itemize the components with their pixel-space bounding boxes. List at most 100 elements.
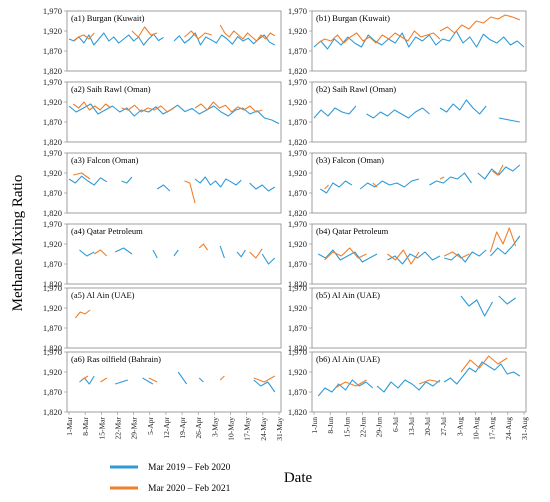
y-tick-label: 1,970 (43, 347, 62, 357)
panel-11: 1,970 1,920 1,870 1,820 (b6) Al Ain (UAE) (288, 347, 527, 417)
x-tick-label: 22-Jun (359, 417, 368, 438)
series-2020-segment-3 (219, 375, 225, 381)
series-2020-segment-0 (81, 375, 89, 381)
y-tick-label: 1,870 (43, 387, 62, 397)
x-tick-label: 31-May (275, 417, 284, 441)
series-2019-segment-3 (498, 117, 520, 123)
y-tick-label: 1,970 (43, 6, 62, 16)
panel-title: (b5) Al Ain (UAE) (316, 290, 380, 300)
x-tick-label: 17-May (243, 417, 252, 441)
series-2019-segment-5 (236, 249, 246, 258)
x-tick-label: 26-Apr (194, 417, 203, 439)
series-2020-segment-1 (387, 249, 420, 265)
series-2019-segment-0 (317, 249, 378, 263)
series-2019-segment-2 (152, 249, 158, 259)
y-tick-label: 1,970 (43, 148, 62, 158)
series-2020-segment-3 (489, 227, 517, 253)
panel-title: (b1) Burgan (Kuwait) (316, 13, 390, 23)
y-tick-label: 1,870 (288, 259, 307, 269)
y-axis-label: Methane Mixing Ratio (10, 175, 26, 312)
y-tick-label: 1,920 (43, 168, 62, 178)
series-2020-segment-1 (131, 26, 158, 38)
series-2020-segment-3 (219, 24, 276, 42)
series-2019-segment-0 (68, 32, 164, 46)
y-tick-label: 1,920 (43, 97, 62, 107)
y-tick-label: 1,870 (43, 46, 62, 56)
panel-9: 1,970 1,920 1,870 1,820 (b4) Qatar Petroleum (288, 219, 527, 289)
series-2019-segment-1 (376, 379, 441, 393)
x-tick-label: 3-May (210, 417, 219, 437)
series-2020-segment-0 (72, 32, 95, 42)
series-2019-segment-2 (156, 184, 171, 192)
panel-frame (66, 287, 282, 349)
series-2019-segment-3 (477, 164, 521, 180)
legend: Mar 2019 – Feb 2020 Mar 2020 – Feb 2021 (110, 463, 231, 494)
y-tick-label: 1,920 (43, 26, 62, 36)
series-2020-segment-1 (198, 243, 209, 251)
series-2020-segment-0 (93, 249, 108, 257)
panel-10: 1,970 1,920 1,870 1,820 (b5) Al Ain (UAE) (288, 283, 527, 353)
panel-7: 1,970 1,920 1,870 1,820 (b2) Saih Rawl (Oman… (288, 77, 527, 147)
y-tick-label: 1,970 (288, 283, 307, 293)
series-2020-segment-2 (184, 30, 212, 40)
x-tick-label: 5-Apr (146, 417, 155, 435)
series-2019-segment-0 (320, 180, 353, 194)
x-ticks-group: 1-Mar 8-Mar 15-Mar 22-Mar 29-Mar 5-Apr 12-Apr 1… (65, 412, 529, 441)
y-tick-label: 1,820 (288, 137, 307, 147)
series-2019-segment-5 (253, 379, 276, 393)
y-tick-label: 1,920 (288, 239, 307, 249)
panel-frame (66, 351, 282, 413)
series-2020-segment-3 (492, 164, 504, 176)
y-tick-label: 1,820 (288, 343, 307, 353)
x-tick-label: 31-Aug (520, 417, 529, 440)
x-tick-label: 13-Jul (407, 417, 416, 436)
y-tick-label: 1,870 (288, 387, 307, 397)
y-tick-label: 1,820 (43, 279, 62, 289)
series-2019-segment-4 (198, 377, 204, 383)
y-tick-label: 1,970 (43, 77, 62, 87)
panel-title: (a2) Saih Rawl (Oman) (71, 84, 151, 94)
y-tick-label: 1,970 (288, 148, 307, 158)
x-tick-label: 8-Mar (81, 417, 90, 436)
series-2019-segment-2 (429, 172, 472, 186)
series-2020-segment-2 (249, 248, 263, 259)
series-2019-segment-1 (498, 295, 516, 305)
series-2019-segment-0 (79, 249, 95, 257)
series-2020-segment-0 (72, 101, 112, 111)
legend-label-mar-2020: Mar 2020 – Feb 2021 (148, 484, 231, 494)
series-2019-segment-2 (444, 249, 487, 263)
y-tick-label: 1,870 (43, 323, 62, 333)
series-2019-segment-1 (114, 247, 133, 255)
series-2019-segment-1 (387, 251, 441, 265)
series-2019-segment-2 (443, 361, 521, 385)
x-tick-label: 24-May (259, 417, 268, 441)
y-tick-label: 1,870 (288, 117, 307, 127)
series-2020-segment-2 (460, 355, 508, 373)
series-2019-segment-3 (177, 371, 188, 385)
legend-label-mar-2019: Mar 2019 – Feb 2020 (148, 463, 231, 473)
series-2019-segment-6 (261, 253, 276, 265)
series-2020-segment-2 (443, 251, 470, 259)
series-2020-segment-1 (184, 180, 196, 204)
y-tick-label: 1,820 (43, 407, 62, 417)
x-tick-label: 15-Mar (97, 417, 106, 440)
series-2019-segment-4 (249, 182, 276, 192)
series-2020-segment-2 (194, 101, 263, 113)
panel-1: 1,970 1,920 1,870 1,820 (a2) Saih Rawl (Oman… (43, 77, 282, 147)
y-tick-label: 1,920 (43, 239, 62, 249)
x-tick-label: 22-Mar (114, 417, 123, 440)
x-tick-label: 20-Jul (423, 417, 432, 436)
y-tick-label: 1,820 (288, 407, 307, 417)
series-2020-segment-1 (100, 377, 108, 383)
y-tick-label: 1,820 (288, 66, 307, 76)
y-tick-label: 1,920 (288, 303, 307, 313)
series-2019-segment-1 (115, 379, 128, 385)
panel-8: 1,970 1,920 1,870 1,820 (b3) Falcon (Oman) (288, 148, 527, 218)
panel-frame (311, 10, 527, 72)
series-2019-segment-0 (460, 295, 493, 317)
panel-title: (b4) Qatar Petroleum (316, 226, 389, 236)
panel-frame (66, 223, 282, 285)
series-2020-segment-0 (324, 184, 330, 190)
series-2019-segment-1 (359, 178, 420, 190)
